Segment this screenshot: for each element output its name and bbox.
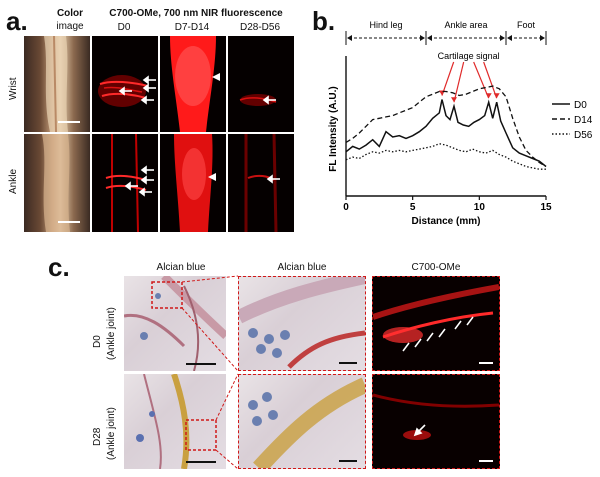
cartilage-arrow-head-1: [451, 97, 457, 103]
panel-a-letter: a.: [6, 6, 28, 36]
region-label-0: Hind leg: [369, 20, 402, 30]
cartilage-arrow-line-2: [473, 61, 490, 99]
d28-alcian-blue-overview-image: [124, 374, 226, 469]
cartilage-arrow-line-1: [453, 61, 465, 103]
row-label-d28-ankle-joint: (Ankle joint): [106, 407, 117, 460]
legend-label-d14: D14: [574, 115, 593, 126]
panel-b-letter: b.: [312, 6, 336, 36]
col-header-c700-ome: C700-OMe: [411, 262, 461, 273]
ankle-nir-d0-image: [92, 134, 158, 232]
region-arrow-left-1: [427, 35, 432, 41]
region-arrow-left-2: [507, 35, 512, 41]
x-tick-label-3: 15: [540, 202, 552, 213]
row-label-d0: D0: [92, 335, 103, 348]
legend-label-d56: D56: [574, 130, 593, 141]
row-label-d0-ankle-joint: (Ankle joint): [106, 307, 117, 360]
x-axis-title: Distance (mm): [412, 216, 481, 227]
cartilage-arrow-head-3: [493, 93, 500, 99]
color-image-header-line2: image: [56, 21, 84, 32]
panel-c-letter: c.: [48, 252, 70, 282]
cartilage-signal-label: Cartilage signal: [438, 51, 500, 61]
x-tick-label-0: 0: [343, 202, 349, 213]
ankle-color-image: [24, 134, 90, 232]
cartilage-arrow-head-2: [485, 93, 492, 99]
series-line-d14: [345, 85, 547, 168]
nir-fluorescence-header: C700-OMe, 700 nm NIR fluorescence: [109, 8, 283, 19]
fl-intensity-chart: 0 5 10 15 Distance (mm) FL Intensity (A.U.) Hi…: [328, 20, 593, 227]
x-tick-label-1: 5: [410, 202, 416, 213]
d0-alcian-blue-overview-image: [124, 276, 226, 371]
region-label-2: Foot: [517, 20, 536, 30]
wrist-nir-d28-d56-image: [228, 36, 294, 132]
cartilage-arrow-line-0: [441, 61, 455, 96]
d0-c700-ome-image: [372, 276, 500, 371]
wrist-color-image: [24, 36, 90, 132]
row-label-d28: D28: [92, 427, 103, 446]
col-header-alcian-blue-2: Alcian blue: [277, 262, 327, 273]
col-header-d7-d14: D7-D14: [174, 22, 210, 33]
cartilage-arrow-line-3: [483, 61, 498, 99]
series-line-d0: [345, 99, 547, 168]
region-arrow-left-0: [347, 35, 352, 41]
row-label-wrist: Wrist: [8, 77, 19, 100]
region-arrow-right-2: [540, 35, 545, 41]
wrist-nir-d0-image: [92, 36, 158, 132]
region-arrow-right-1: [500, 35, 505, 41]
y-axis-title: FL Intensity (A.U.): [328, 86, 339, 171]
d0-alcian-blue-zoom-image: [238, 276, 366, 371]
color-image-header-line1: Color: [56, 8, 84, 19]
region-label-1: Ankle area: [444, 20, 487, 30]
x-tick-label-2: 10: [474, 202, 486, 213]
d28-alcian-blue-zoom-image: [238, 374, 366, 469]
d28-c700-ome-image: [372, 374, 500, 469]
legend-label-d0: D0: [574, 100, 587, 111]
region-arrow-right-0: [420, 35, 425, 41]
row-label-ankle: Ankle: [8, 168, 19, 194]
series-line-d56: [345, 143, 546, 170]
ankle-nir-d7-d14-image: [160, 134, 226, 232]
col-header-d0: D0: [117, 22, 131, 33]
ankle-nir-d28-d56-image: [228, 134, 294, 232]
col-header-alcian-blue-1: Alcian blue: [156, 262, 206, 273]
col-header-d28-d56: D28-D56: [239, 22, 281, 33]
wrist-nir-d7-d14-image: [160, 36, 226, 132]
